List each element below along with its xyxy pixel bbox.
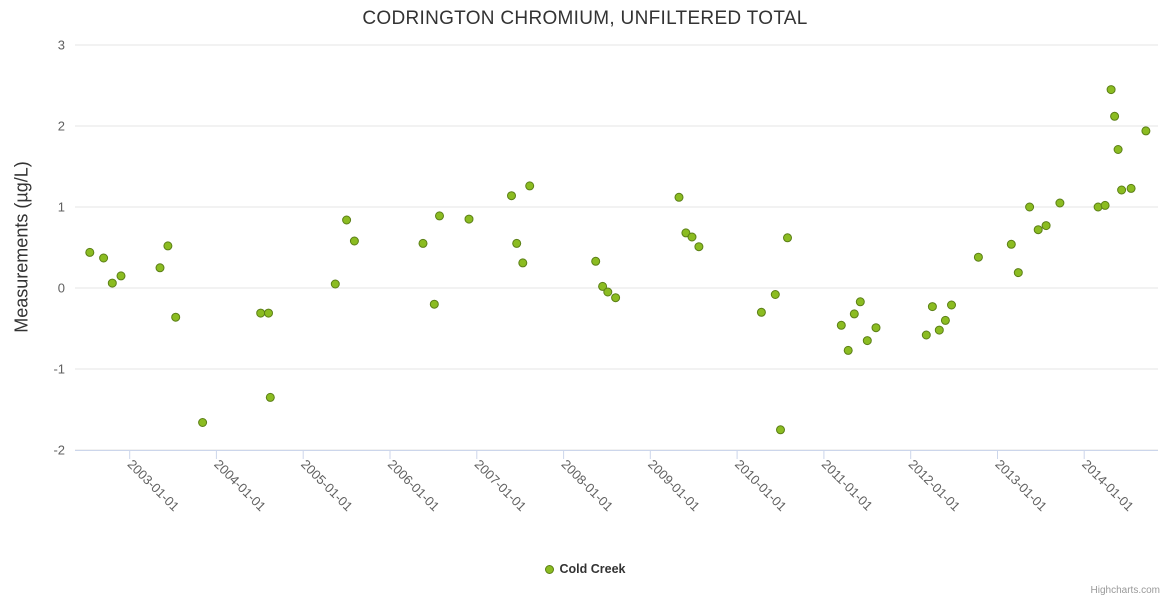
x-tick-label: 2007-01-01 [472, 457, 530, 515]
data-point[interactable] [1055, 198, 1065, 208]
data-point[interactable] [674, 192, 684, 202]
data-point[interactable] [1041, 221, 1051, 231]
x-tick-label: 2010-01-01 [732, 457, 790, 515]
data-point[interactable] [1006, 239, 1016, 249]
x-tick-label: 2008-01-01 [558, 457, 616, 515]
data-point[interactable] [198, 418, 208, 427]
data-point[interactable] [1013, 268, 1023, 278]
data-point[interactable] [862, 336, 872, 346]
data-point[interactable] [1100, 200, 1110, 210]
data-point[interactable] [349, 236, 359, 246]
data-point[interactable] [603, 287, 613, 297]
y-tick-label: 0 [58, 281, 65, 296]
data-point[interactable] [525, 181, 535, 191]
data-point[interactable] [1113, 145, 1123, 154]
x-tick-label: 2006-01-01 [385, 457, 443, 515]
data-point[interactable] [1110, 111, 1120, 121]
y-tick-label: 1 [58, 200, 65, 215]
chart-title: CODRINGTON CHROMIUM, UNFILTERED TOTAL [362, 8, 808, 29]
credits-link[interactable]: Highcharts.com [1090, 585, 1160, 596]
data-point[interactable] [1106, 85, 1116, 95]
data-point[interactable] [342, 215, 352, 225]
data-point[interactable] [776, 425, 785, 435]
data-point[interactable] [507, 191, 516, 201]
y-tick-label: 2 [58, 119, 65, 134]
series-marker-icon [544, 564, 554, 574]
data-point[interactable] [681, 228, 691, 238]
data-point[interactable] [1117, 185, 1127, 195]
data-point[interactable] [591, 256, 601, 266]
data-point[interactable] [921, 330, 931, 340]
data-point[interactable] [107, 278, 117, 288]
data-point[interactable] [464, 214, 474, 224]
data-point[interactable] [330, 279, 340, 289]
data-point[interactable] [85, 247, 95, 257]
legend: Cold Creek [0, 562, 1170, 576]
y-tick-label: -2 [53, 443, 65, 458]
data-point[interactable] [264, 308, 273, 318]
data-point[interactable] [1033, 225, 1043, 235]
x-tick-label: 2009-01-01 [645, 457, 703, 515]
x-tick-label: 2003-01-01 [125, 457, 183, 515]
data-point[interactable] [836, 320, 846, 330]
data-point[interactable] [155, 263, 165, 273]
legend-item-cold-creek[interactable]: Cold Creek [544, 562, 626, 576]
x-tick-label: 2013-01-01 [992, 457, 1050, 515]
data-point[interactable] [783, 233, 792, 243]
x-tick-label: 2004-01-01 [211, 457, 269, 515]
data-point[interactable] [611, 293, 621, 303]
data-point[interactable] [518, 258, 528, 268]
data-point[interactable] [429, 299, 439, 309]
x-tick-label: 2011-01-01 [819, 457, 876, 514]
data-point[interactable] [512, 238, 522, 248]
data-point[interactable] [871, 323, 881, 333]
y-tick-label: -1 [53, 362, 65, 377]
data-point[interactable] [934, 325, 944, 335]
data-point[interactable] [265, 392, 275, 402]
data-point[interactable] [843, 345, 853, 355]
data-point[interactable] [163, 241, 173, 251]
data-point[interactable] [256, 308, 266, 318]
data-point[interactable] [598, 281, 608, 291]
data-point[interactable] [418, 238, 428, 248]
y-tick-label: 3 [58, 38, 65, 53]
x-tick-label: 2012-01-01 [906, 457, 964, 515]
data-point[interactable] [756, 307, 766, 317]
data-point[interactable] [99, 253, 109, 263]
data-point[interactable] [1025, 202, 1035, 212]
data-point[interactable] [171, 312, 181, 322]
x-tick-label: 2005-01-01 [298, 457, 356, 515]
data-point[interactable] [849, 309, 859, 319]
data-point[interactable] [770, 290, 780, 299]
data-point[interactable] [116, 271, 126, 281]
data-point[interactable] [687, 232, 697, 242]
data-point[interactable] [855, 297, 865, 307]
data-point[interactable] [940, 315, 950, 325]
legend-item-label: Cold Creek [559, 562, 626, 576]
data-point[interactable] [1141, 126, 1151, 136]
data-point[interactable] [973, 252, 983, 262]
data-point[interactable] [927, 302, 937, 312]
data-point[interactable] [694, 242, 704, 252]
data-point[interactable] [435, 211, 444, 221]
data-point[interactable] [1126, 183, 1136, 193]
x-tick-label: 2014-01-01 [1079, 457, 1137, 515]
data-point[interactable] [947, 300, 956, 310]
